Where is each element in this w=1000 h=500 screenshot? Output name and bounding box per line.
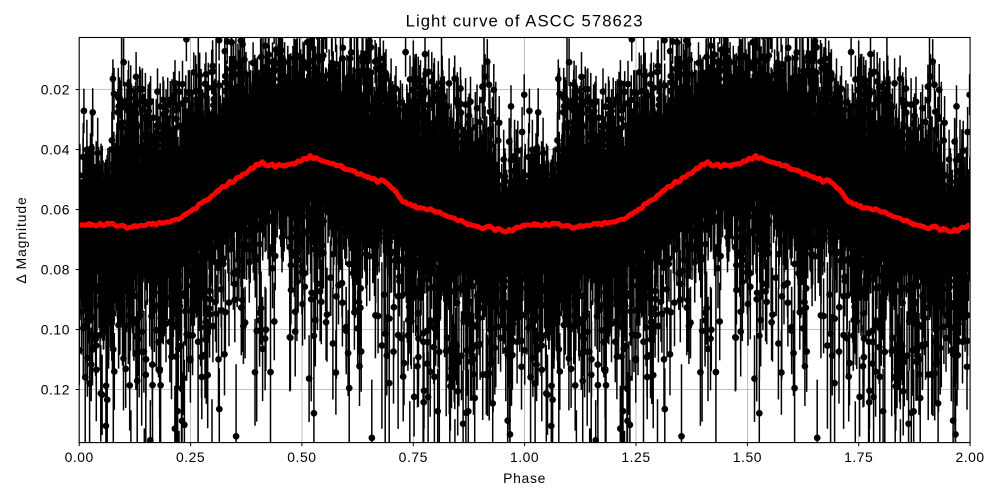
svg-text:1.50: 1.50 — [733, 449, 762, 465]
svg-text:0.00: 0.00 — [65, 449, 94, 465]
svg-text:0.12: 0.12 — [41, 382, 70, 398]
svg-text:2.00: 2.00 — [955, 449, 984, 465]
svg-text:Δ Magnitude: Δ Magnitude — [13, 196, 29, 283]
svg-text:Phase: Phase — [503, 470, 546, 486]
svg-text:Light curve of ASCC 578623: Light curve of ASCC 578623 — [406, 12, 644, 31]
svg-text:1.00: 1.00 — [510, 449, 539, 465]
svg-text:0.25: 0.25 — [176, 449, 205, 465]
svg-text:0.06: 0.06 — [41, 202, 70, 218]
svg-text:0.50: 0.50 — [287, 449, 316, 465]
svg-text:0.04: 0.04 — [41, 142, 70, 158]
svg-text:1.25: 1.25 — [621, 449, 650, 465]
svg-text:0.08: 0.08 — [41, 262, 70, 278]
svg-text:1.75: 1.75 — [844, 449, 873, 465]
svg-text:0.10: 0.10 — [41, 322, 70, 338]
svg-text:0.75: 0.75 — [399, 449, 428, 465]
svg-text:0.02: 0.02 — [41, 82, 70, 98]
